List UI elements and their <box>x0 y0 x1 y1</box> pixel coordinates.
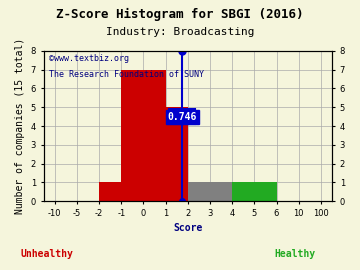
X-axis label: Score: Score <box>173 223 202 233</box>
Text: 0.746: 0.746 <box>167 112 197 122</box>
Bar <box>166 107 188 201</box>
Bar <box>121 70 166 201</box>
Text: Z-Score Histogram for SBGI (2016): Z-Score Histogram for SBGI (2016) <box>56 8 304 21</box>
Text: Healthy: Healthy <box>275 249 316 259</box>
Text: Unhealthy: Unhealthy <box>21 249 73 259</box>
Text: The Research Foundation of SUNY: The Research Foundation of SUNY <box>49 70 204 79</box>
Text: Industry: Broadcasting: Industry: Broadcasting <box>106 27 254 37</box>
Bar <box>188 183 232 201</box>
Bar <box>232 183 276 201</box>
Y-axis label: Number of companies (15 total): Number of companies (15 total) <box>15 38 25 214</box>
Bar <box>99 183 121 201</box>
Text: ©www.textbiz.org: ©www.textbiz.org <box>49 54 129 63</box>
